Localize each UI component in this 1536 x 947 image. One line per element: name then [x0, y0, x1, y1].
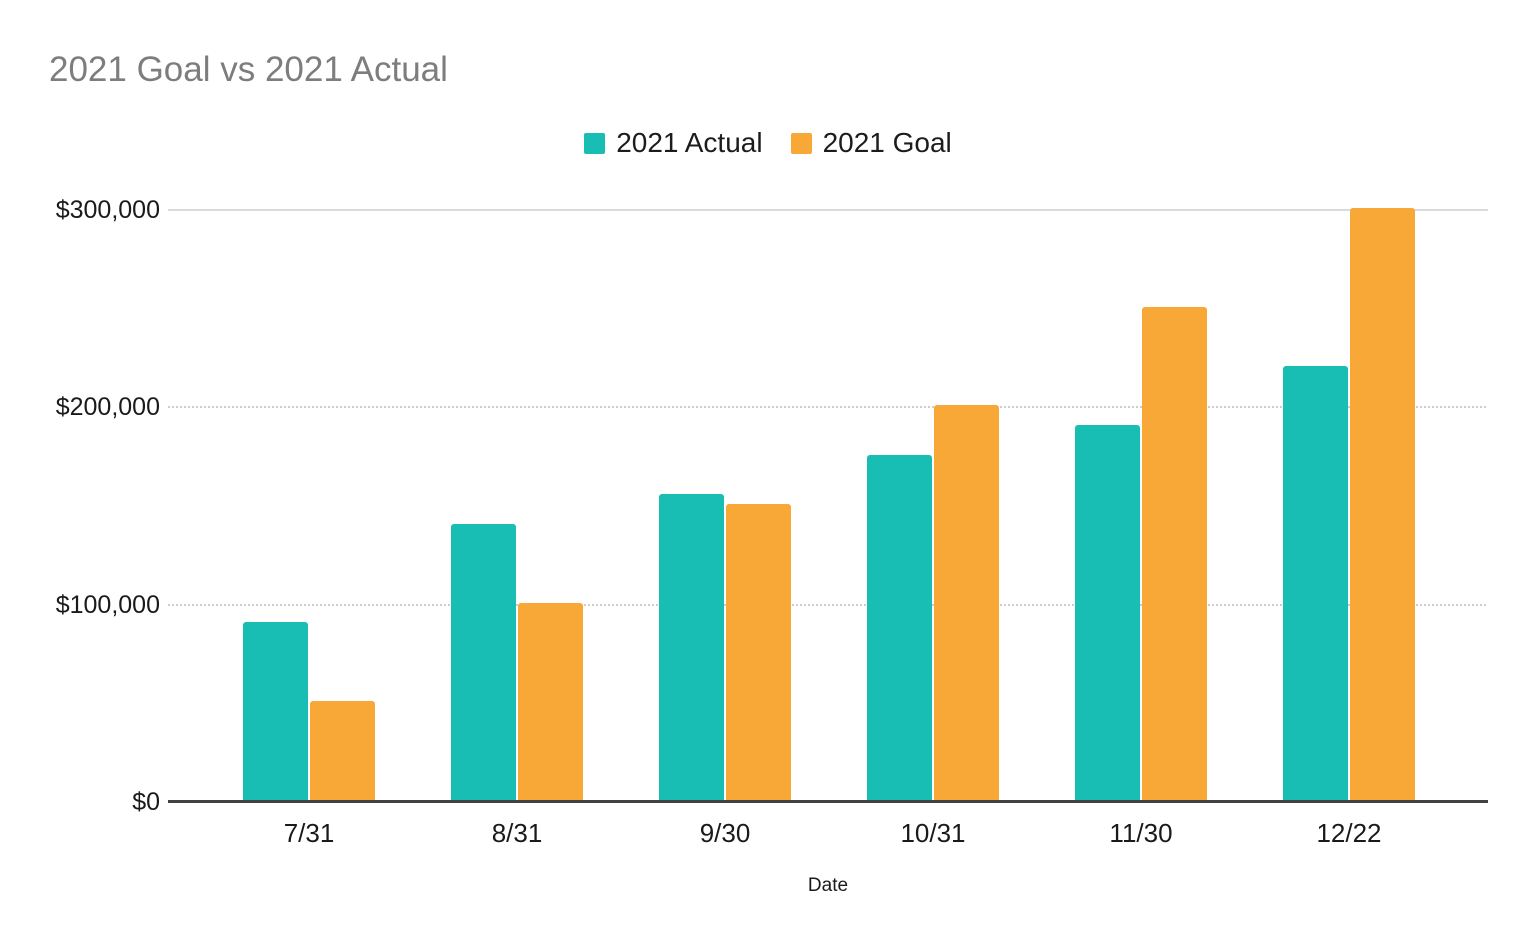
bar-goal-7/31[interactable]: [310, 701, 375, 800]
x-tick-label-7/31: 7/31: [283, 818, 335, 848]
y-tick-label-200000: $200,000: [55, 393, 160, 422]
chart-title: 2021 Goal vs 2021 Actual: [49, 50, 448, 89]
bar-goal-12/22[interactable]: [1350, 208, 1415, 800]
bar-actual-9/30[interactable]: [659, 494, 724, 800]
gridline-300000: [168, 209, 1488, 211]
x-tick-label-9/30: 9/30: [699, 818, 751, 848]
bar-goal-11/30[interactable]: [1142, 306, 1207, 800]
bar-goal-8/31[interactable]: [518, 602, 583, 800]
legend-swatch-icon: [790, 132, 812, 154]
x-tick-label-12/22: 12/22: [1316, 818, 1382, 848]
gridline-100000: [168, 603, 1488, 606]
legend-item-goal[interactable]: 2021 Goal: [790, 127, 952, 158]
y-tick-label-300000: $300,000: [55, 196, 160, 224]
x-axis-baseline: [168, 800, 1488, 803]
chart-legend: 2021 Actual 2021 Goal: [0, 129, 1536, 157]
bar-goal-10/31[interactable]: [934, 405, 999, 800]
bar-actual-12/22[interactable]: [1283, 365, 1348, 800]
y-tick-label-100000: $100,000: [55, 590, 160, 619]
legend-item-actual[interactable]: 2021 Actual: [584, 127, 763, 158]
x-tick-label-10/31: 10/31: [900, 818, 966, 848]
legend-item-label: 2021 Actual: [616, 127, 763, 158]
plot-area: [168, 208, 1488, 803]
x-tick-label-11/30: 11/30: [1109, 818, 1173, 848]
y-axis: $0 $100,000 $200,000 $300,000: [0, 196, 160, 816]
gridline-200000: [168, 406, 1488, 409]
bar-actual-11/30[interactable]: [1075, 425, 1140, 800]
bar-actual-7/31[interactable]: [243, 622, 308, 800]
bar-actual-10/31[interactable]: [867, 454, 932, 800]
legend-item-label: 2021 Goal: [822, 127, 952, 158]
y-tick-label-0: $0: [132, 788, 160, 816]
bar-actual-8/31[interactable]: [451, 523, 516, 800]
x-axis-title: Date: [807, 875, 849, 896]
x-axis: 7/31 8/31 9/30 10/31 11/30 12/22: [168, 818, 1488, 848]
bar-goal-9/30[interactable]: [726, 504, 791, 800]
x-tick-label-8/31: 8/31: [491, 818, 543, 848]
legend-swatch-icon: [584, 132, 606, 154]
